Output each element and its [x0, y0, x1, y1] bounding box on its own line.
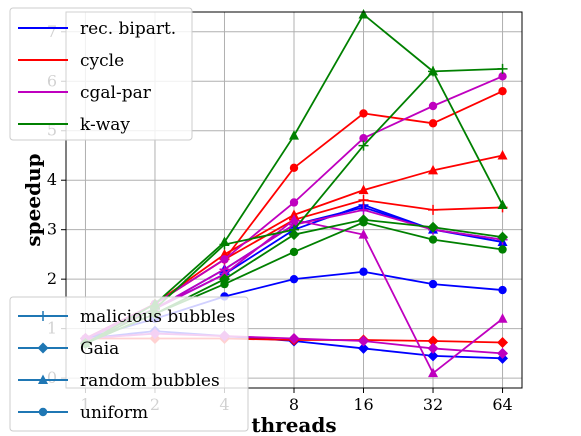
data-point: [497, 347, 509, 359]
x-tick-label: 16: [353, 395, 373, 414]
data-point: [497, 63, 508, 74]
data-point: [358, 8, 369, 19]
triangle-marker-icon: [38, 374, 48, 384]
legend-label: cgal-par: [80, 83, 152, 103]
data-point: [288, 333, 300, 345]
data-point: [428, 101, 438, 111]
y-tick-label: 3: [47, 220, 57, 239]
data-point: [427, 350, 439, 362]
legend-label: malicious bubbles: [80, 307, 235, 327]
y-tick-label: 2: [47, 269, 57, 288]
data-point: [289, 274, 299, 284]
y-tick-label: 4: [47, 170, 57, 189]
legend-entry-random-bubbles: random bubbles: [18, 371, 220, 391]
data-point: [428, 204, 439, 215]
data-point: [427, 342, 439, 354]
data-point: [288, 229, 300, 241]
data-point: [358, 204, 369, 215]
legend-entry-malicious-bubbles: malicious bubbles: [18, 307, 235, 327]
legend-box: [9, 296, 249, 432]
data-point: [359, 218, 368, 227]
circle-marker-icon: [38, 407, 48, 417]
legend-entry-rec-bipart: rec. bipart.: [18, 19, 176, 39]
plus-marker-icon: [38, 311, 48, 321]
data-point: [358, 140, 369, 151]
data-point: [289, 130, 299, 140]
data-point: [358, 229, 369, 239]
data-point: [427, 335, 439, 347]
data-point: [498, 72, 507, 81]
legend-label: uniform: [80, 403, 148, 423]
legend-entry-cycle: cycle: [18, 51, 124, 71]
data-point: [289, 209, 299, 219]
data-point: [497, 199, 508, 209]
data-point: [498, 86, 507, 96]
data-point: [359, 109, 368, 118]
data-point: [358, 335, 370, 347]
legend-entry-k-way: k-way: [18, 115, 130, 135]
data-point: [289, 163, 299, 173]
data-point: [359, 133, 368, 143]
data-point: [289, 247, 299, 257]
legend-label: k-way: [80, 115, 130, 135]
data-point: [498, 245, 507, 254]
data-point: [358, 184, 369, 195]
legend-label: cycle: [80, 51, 124, 71]
data-point: [219, 268, 230, 279]
data-point: [428, 164, 439, 175]
diamond-marker-icon: [37, 342, 49, 354]
legend-box: [9, 7, 193, 141]
data-point: [358, 342, 370, 354]
data-point: [428, 65, 439, 76]
data-point: [428, 235, 438, 244]
legend-label: Gaia: [80, 339, 119, 359]
x-tick-label: 32: [423, 395, 443, 414]
data-point: [497, 336, 509, 348]
y-axis-label: speedup: [21, 153, 45, 246]
legend-algorithms: rec. bipart. cycle cgal-par k-way: [9, 7, 193, 141]
data-point: [428, 119, 438, 128]
legend-inputs: malicious bubbles Gaia random bubbles unifo…: [9, 296, 249, 432]
legend-entry-cgal-par: cgal-par: [18, 83, 152, 103]
data-point: [497, 231, 509, 243]
legend-label: random bubbles: [80, 371, 220, 391]
data-point: [289, 198, 299, 207]
legend-entry-uniform: uniform: [18, 403, 148, 423]
data-point: [220, 279, 229, 289]
data-point: [289, 214, 299, 224]
data-point: [498, 285, 507, 295]
data-point: [220, 255, 229, 264]
legend-label: rec. bipart.: [80, 19, 176, 39]
data-point: [219, 236, 230, 247]
data-point: [428, 367, 439, 378]
data-point: [497, 149, 508, 160]
data-point: [359, 267, 368, 276]
x-axis-label: threads: [251, 413, 336, 436]
data-point: [497, 313, 508, 323]
data-point: [427, 221, 439, 233]
data-point: [358, 195, 369, 205]
x-tick-label: 64: [492, 395, 512, 414]
legend-entry-gaia: Gaia: [18, 339, 119, 359]
x-tick-label: 8: [289, 395, 299, 414]
data-point: [428, 279, 438, 289]
